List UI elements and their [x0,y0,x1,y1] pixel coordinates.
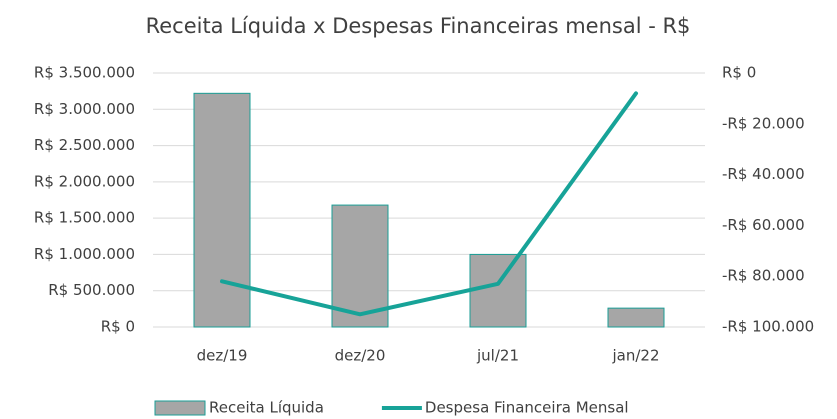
y-tick-label: R$ 0 [101,318,135,336]
chart-title: Receita Líquida x Despesas Financeiras m… [146,14,691,38]
y2-tick-label: -R$ 20.000 [722,114,805,132]
x-tick-label: jul/21 [476,347,519,365]
y2-tick-label: -R$ 80.000 [722,267,805,285]
bar [607,307,665,328]
bar [193,92,251,328]
y2-tick-label: -R$ 100.000 [722,318,814,336]
y-tick-label: R$ 1.000.000 [34,245,135,263]
legend-label: Receita Líquida [209,399,324,417]
line [220,91,638,317]
x-tick-label: dez/20 [335,347,386,365]
legend-label: Despesa Financeira Mensal [425,399,629,417]
y2-tick-label: R$ 0 [722,64,756,82]
y-tick-label: R$ 3.000.000 [34,100,135,118]
y2-tick-label: -R$ 60.000 [722,216,805,234]
y-tick-label: R$ 500.000 [48,281,135,299]
y2-tick-label: -R$ 40.000 [722,165,805,183]
bar [469,253,527,328]
x-tick-label: dez/19 [197,347,248,365]
y-tick-label: R$ 2.500.000 [34,136,135,154]
x-tick-label: jan/22 [611,347,659,365]
y-tick-label: R$ 1.500.000 [34,209,135,227]
bar [331,204,389,328]
y-tick-label: R$ 3.500.000 [34,64,135,82]
legend-swatch [154,400,206,416]
y-tick-label: R$ 2.000.000 [34,172,135,190]
